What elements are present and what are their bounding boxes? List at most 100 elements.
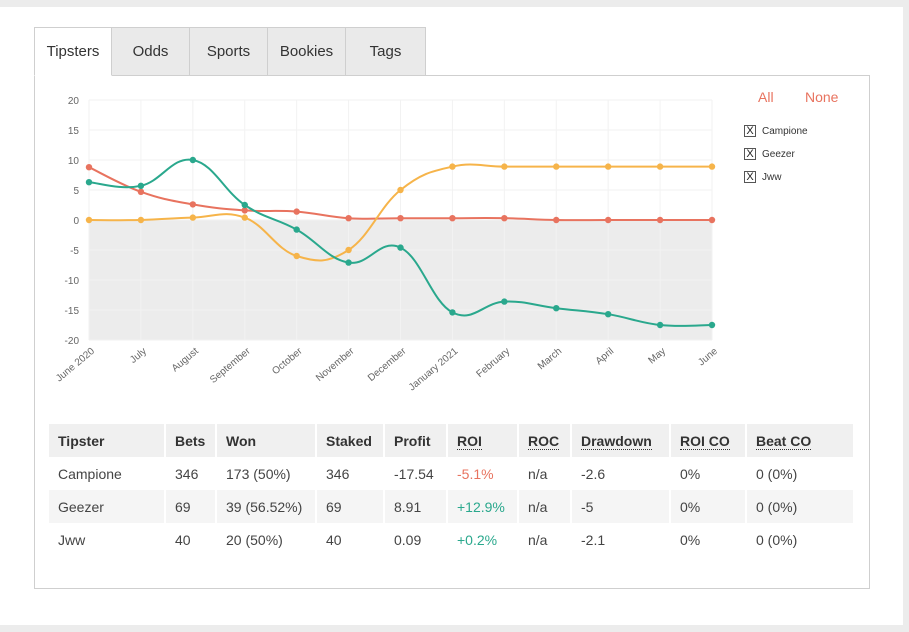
legend-label-jww: Jww: [762, 171, 782, 183]
legend-label-geezer: Geezer: [762, 148, 795, 160]
data-point-jww: [137, 182, 145, 189]
cell-staked: 69: [316, 490, 385, 523]
data-point-geezer: [241, 214, 248, 221]
col-staked[interactable]: Staked: [316, 424, 385, 457]
x-tick-label: March: [536, 346, 564, 372]
checkbox-campione[interactable]: X: [744, 125, 756, 137]
data-point-campione: [397, 215, 404, 222]
tab-odds[interactable]: Odds: [112, 27, 190, 76]
col-tipster[interactable]: Tipster: [49, 424, 166, 457]
data-point-campione: [345, 215, 352, 222]
y-tick-label: -15: [65, 306, 80, 317]
data-point-jww: [449, 309, 456, 316]
cell-profit: 0.09: [384, 523, 448, 556]
col-profit[interactable]: Profit: [384, 424, 448, 457]
data-point-campione: [241, 207, 248, 214]
data-point-geezer: [293, 252, 300, 260]
cell-roc: n/a: [518, 490, 572, 523]
y-tick-label: 20: [68, 96, 80, 107]
cell-drawdown: -2.1: [571, 523, 671, 556]
data-point-geezer: [189, 214, 197, 221]
x-tick-label: October: [270, 345, 305, 377]
tab-tipsters[interactable]: Tipsters: [34, 27, 112, 76]
y-tick-label: 5: [73, 186, 79, 197]
cell-tipster: Jww: [49, 523, 166, 556]
data-point-campione: [708, 216, 716, 224]
y-tick-label: -5: [70, 246, 79, 257]
x-tick-label: June: [696, 346, 720, 369]
col-roi[interactable]: ROI: [447, 424, 519, 457]
y-tick-label: 0: [73, 216, 79, 227]
col-drawdown[interactable]: Drawdown: [571, 424, 671, 457]
select-none-link[interactable]: None: [805, 89, 839, 105]
col-beat-co[interactable]: Beat CO: [746, 424, 855, 457]
data-point-jww: [189, 156, 197, 164]
cell-staked: 40: [316, 523, 385, 556]
cell-roi: -5.1%: [447, 457, 519, 490]
checkbox-jww[interactable]: X: [744, 171, 756, 183]
x-tick-label: September: [208, 345, 253, 385]
data-point-jww: [553, 305, 560, 312]
x-tick-label: May: [646, 346, 668, 367]
legend-label-campione: Campione: [762, 125, 808, 137]
legend-item-geezer[interactable]: X Geezer: [744, 148, 795, 160]
x-tick-label: November: [314, 345, 357, 384]
cell-beat-co: 0 (0%): [746, 457, 855, 490]
col-bets[interactable]: Bets: [165, 424, 217, 457]
data-point-campione: [293, 208, 300, 215]
cell-staked: 346: [316, 457, 385, 490]
data-point-jww: [241, 201, 248, 209]
table-row: Campione 346 173 (50%) 346 -17.54 -5.1% …: [49, 457, 855, 490]
data-point-jww: [604, 311, 612, 318]
cell-roi-co: 0%: [670, 523, 747, 556]
data-point-campione: [449, 215, 456, 222]
cell-won: 173 (50%): [216, 457, 317, 490]
cell-profit: -17.54: [384, 457, 448, 490]
data-point-geezer: [501, 163, 508, 170]
cell-won: 20 (50%): [216, 523, 317, 556]
cell-beat-co: 0 (0%): [746, 490, 855, 523]
data-point-geezer: [708, 163, 716, 170]
cell-beat-co: 0 (0%): [746, 523, 855, 556]
tab-sports[interactable]: Sports: [190, 27, 268, 76]
table-row: Geezer 69 39 (56.52%) 69 8.91 +12.9% n/a…: [49, 490, 855, 523]
cell-drawdown: -5: [571, 490, 671, 523]
select-all-link[interactable]: All: [758, 89, 774, 105]
col-roc[interactable]: ROC: [518, 424, 572, 457]
data-point-campione: [604, 216, 612, 224]
y-tick-label: 10: [68, 156, 80, 167]
data-point-campione: [656, 216, 664, 224]
table-row: Jww 40 20 (50%) 40 0.09 +0.2% n/a -2.1 0…: [49, 523, 855, 556]
cell-bets: 346: [165, 457, 217, 490]
col-roi-co[interactable]: ROI CO: [670, 424, 747, 457]
tab-tags[interactable]: Tags: [346, 27, 426, 76]
cell-tipster: Campione: [49, 457, 166, 490]
data-point-campione: [137, 188, 145, 195]
cell-roi-co: 0%: [670, 457, 747, 490]
data-point-jww: [501, 298, 508, 305]
data-point-geezer: [604, 163, 612, 170]
tab-bar: Tipsters Odds Sports Bookies Tags: [34, 27, 426, 76]
cell-bets: 69: [165, 490, 217, 523]
data-point-geezer: [553, 163, 560, 170]
x-tick-label: July: [128, 346, 149, 366]
x-tick-label: April: [594, 346, 616, 367]
data-point-geezer: [137, 216, 145, 224]
tab-bookies[interactable]: Bookies: [268, 27, 346, 76]
y-tick-label: -10: [65, 276, 80, 287]
data-point-jww: [397, 244, 404, 251]
data-point-campione: [189, 201, 197, 208]
cell-tipster: Geezer: [49, 490, 166, 523]
legend-item-jww[interactable]: X Jww: [744, 171, 781, 183]
data-point-campione: [85, 164, 93, 171]
cell-roi-co: 0%: [670, 490, 747, 523]
col-won[interactable]: Won: [216, 424, 317, 457]
data-point-geezer: [345, 246, 352, 254]
checkbox-geezer[interactable]: X: [744, 148, 756, 160]
legend-item-campione[interactable]: X Campione: [744, 125, 808, 137]
tipster-stats-table: Tipster Bets Won Staked Profit ROI ROC D…: [49, 424, 855, 556]
x-tick-label: August: [170, 346, 201, 375]
cell-roi: +0.2%: [447, 523, 519, 556]
data-point-geezer: [397, 186, 404, 194]
cell-won: 39 (56.52%): [216, 490, 317, 523]
